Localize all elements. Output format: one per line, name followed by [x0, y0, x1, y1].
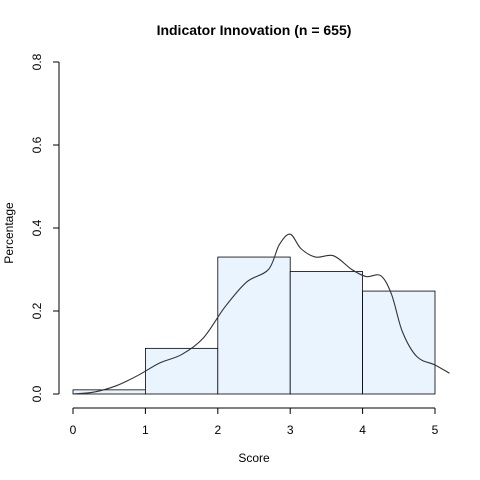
histogram-bar [362, 290, 436, 395]
y-axis: 0.0 0.2 0.4 0.6 0.8 [30, 53, 60, 402]
x-tick-label: 0 [70, 423, 77, 437]
x-tick-label: 4 [359, 423, 366, 437]
y-tick-label: 0.8 [30, 53, 44, 70]
x-tick-label: 1 [142, 423, 149, 437]
y-tick-label: 0.6 [30, 136, 44, 153]
x-tick-label: 3 [287, 423, 294, 437]
y-tick-label: 0.4 [30, 219, 44, 236]
histogram-bar [289, 271, 364, 395]
bars-group [72, 256, 436, 395]
y-tick-label: 0.2 [30, 302, 44, 319]
y-axis-label: Percentage [2, 202, 16, 264]
x-tick-label: 2 [214, 423, 221, 437]
x-tick-label: 5 [432, 423, 439, 437]
histogram-bar [217, 256, 291, 395]
chart-title: Indicator Innovation (n = 655) [157, 22, 352, 38]
x-axis: 0 1 2 3 4 5 [70, 407, 439, 437]
y-tick-label: 0.0 [30, 385, 44, 402]
x-axis-label: Score [238, 451, 270, 465]
density-curve [72, 233, 450, 395]
